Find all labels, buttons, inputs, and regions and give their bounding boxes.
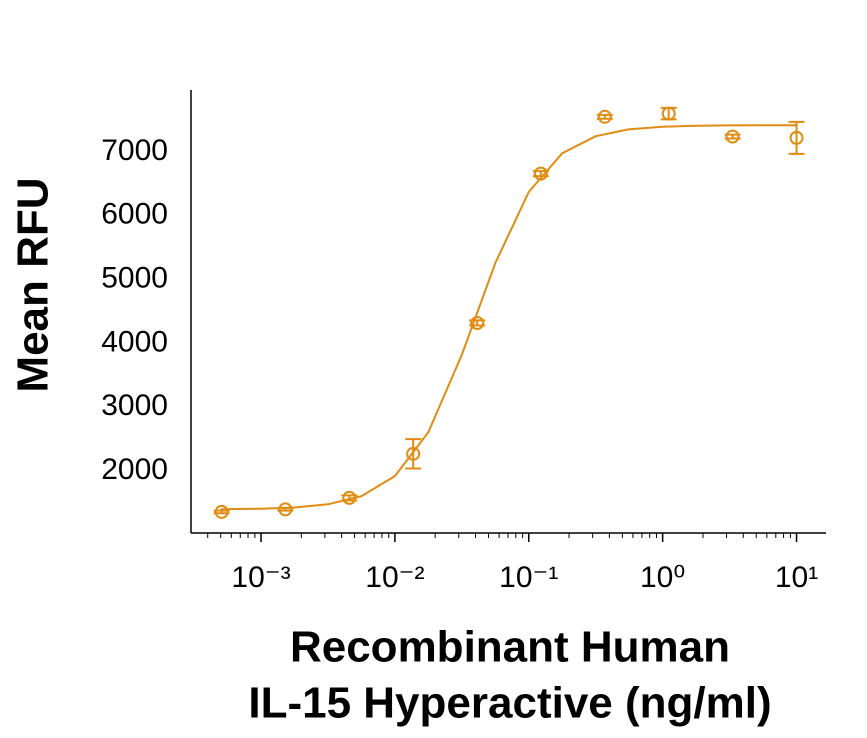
data-point (597, 109, 612, 124)
data-point (342, 490, 357, 505)
data-point (789, 130, 804, 145)
y-tick-label: 5000 (101, 262, 168, 295)
data-point (470, 315, 485, 330)
error-bar (788, 120, 805, 155)
x-axis-label: Recombinant Human (290, 623, 730, 672)
data-point (278, 502, 293, 517)
fit-curve (220, 124, 797, 511)
error-bar (405, 438, 422, 470)
y-tick-label: 2000 (101, 453, 168, 486)
x-tick-label: 10⁻² (365, 561, 424, 594)
data-point (661, 106, 676, 121)
data-point (533, 166, 548, 181)
y-axis-label: Mean RFU (9, 177, 58, 392)
x-tick-label: 10¹ (775, 561, 818, 594)
x-tick-label: 10⁻¹ (499, 561, 558, 594)
y-tick-label: 4000 (101, 325, 168, 358)
x-axis-label: IL-15 Hyperactive (ng/ml) (248, 679, 771, 728)
y-tick-label: 6000 (101, 198, 168, 231)
data-point (214, 504, 229, 519)
x-tick-label: 10⁰ (640, 561, 685, 594)
y-tick-label: 7000 (101, 134, 168, 167)
y-tick-label: 3000 (101, 389, 168, 422)
data-point (725, 129, 740, 144)
x-tick-label: 10⁻³ (231, 561, 290, 594)
data-point (406, 446, 421, 461)
